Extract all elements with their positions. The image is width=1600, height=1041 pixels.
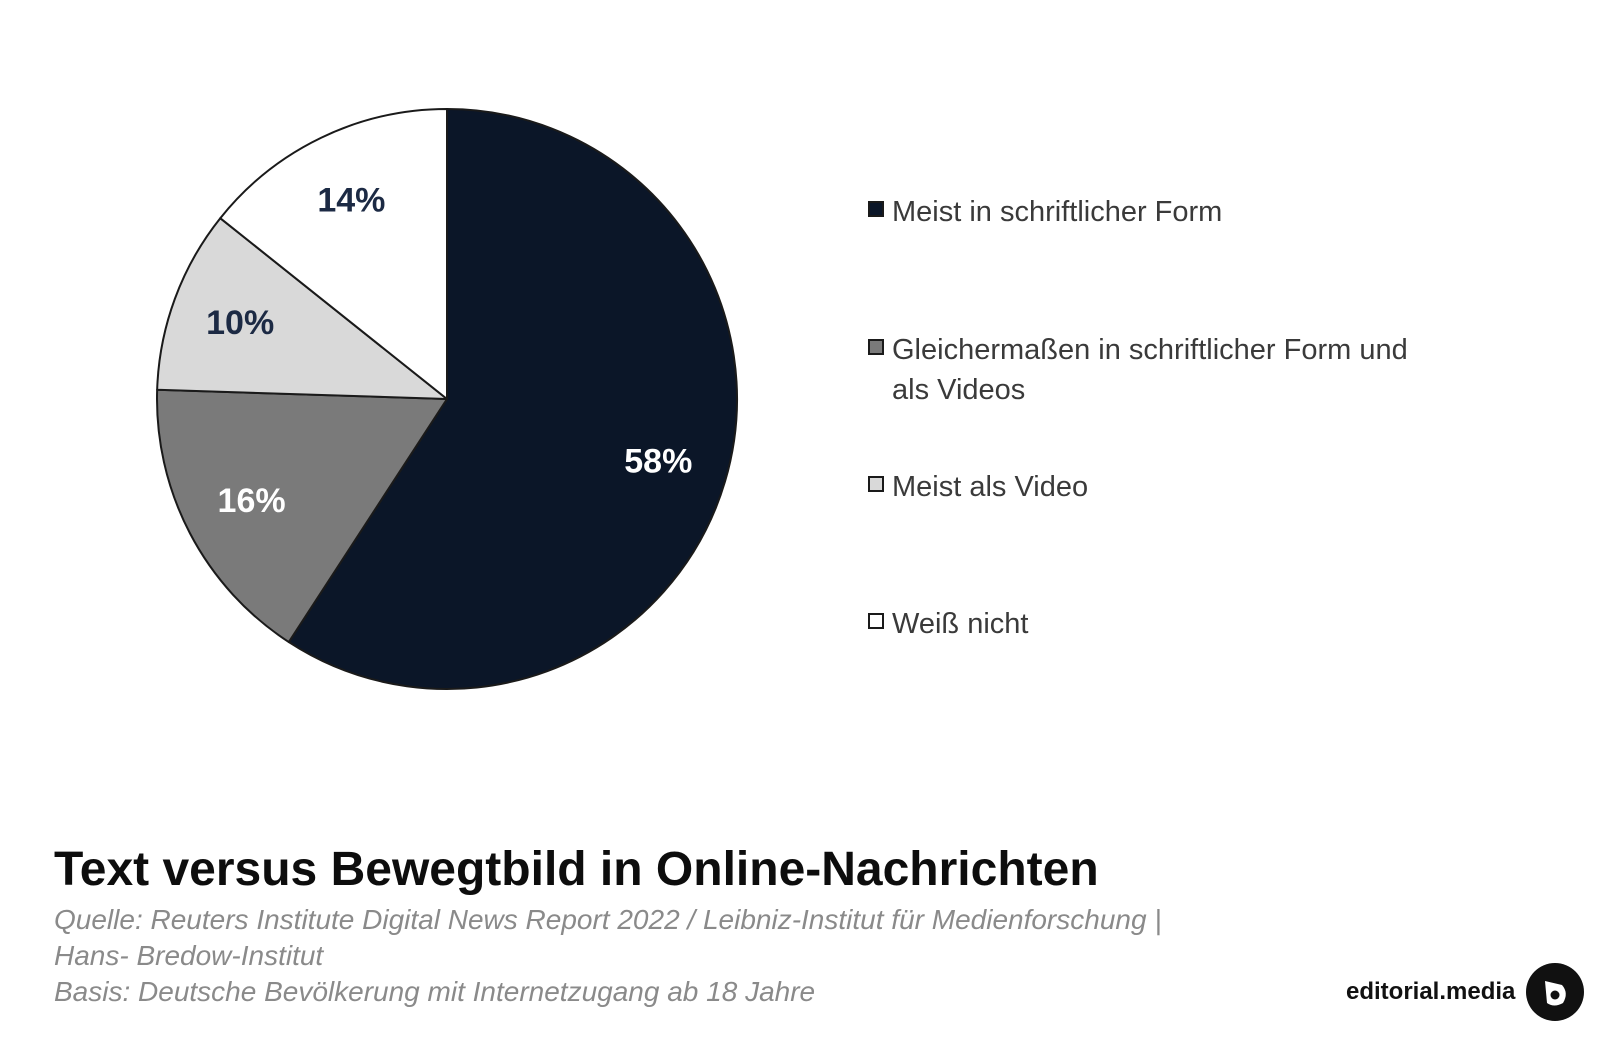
- pie-slice-weiss-nicht: [219, 108, 448, 400]
- pie-slice-meist-video: [156, 217, 448, 400]
- legend-swatch: [868, 476, 884, 492]
- legend-item-meist-schriftlich: Meist in schriftlicher Form: [868, 192, 1222, 232]
- legend-swatch: [868, 339, 884, 355]
- source-line-2: Hans- Bredow-Institut: [54, 940, 324, 971]
- legend-label: Weiß nicht: [892, 608, 1029, 640]
- pie-chart: 58% 16% 10% 14%: [156, 108, 738, 690]
- pie-value-label: 58%: [624, 443, 692, 481]
- editorial-media-logo-icon: [1526, 963, 1584, 1021]
- pie-value-label: 14%: [317, 181, 385, 219]
- source-line-1: Quelle: Reuters Institute Digital News R…: [54, 904, 1162, 935]
- legend-item-gleichermassen: Gleichermaßen in schriftlicher Form und …: [868, 330, 1412, 410]
- pie-slice-meist-schriftlich: [287, 108, 738, 690]
- legend-label: Meist als Video: [892, 471, 1089, 503]
- legend-swatch: [868, 613, 884, 629]
- chart-title: Text versus Bewegtbild in Online-Nachric…: [54, 843, 1099, 896]
- legend-item-meist-video: Meist als Video: [868, 467, 1088, 507]
- legend-swatch: [868, 201, 884, 217]
- source-notes: Quelle: Reuters Institute Digital News R…: [54, 902, 1344, 1010]
- pie-value-label: 10%: [206, 304, 274, 342]
- pie-value-label: 16%: [218, 482, 286, 520]
- basis-note: Basis: Deutsche Bevölkerung mit Internet…: [54, 976, 816, 1007]
- legend-label: Gleichermaßen in schriftlicher Form und …: [892, 334, 1408, 406]
- legend-label: Meist in schriftlicher Form: [892, 196, 1223, 228]
- pie-slice-gleichermassen: [156, 388, 448, 644]
- brand-name: editorial.media: [1346, 978, 1516, 1005]
- legend-item-weiss-nicht: Weiß nicht: [868, 604, 1028, 644]
